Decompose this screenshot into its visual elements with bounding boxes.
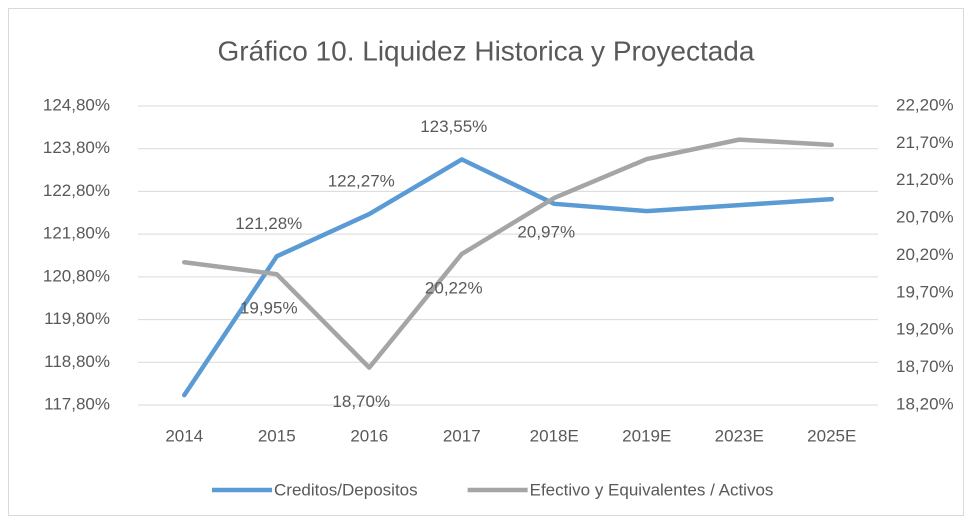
y2-tick-label: 18,70% xyxy=(896,357,954,376)
series-line xyxy=(182,157,834,398)
x-tick-label: 2025E xyxy=(807,426,856,445)
data-label: 123,55% xyxy=(420,117,487,136)
data-label: 20,22% xyxy=(425,278,483,297)
x-tick-label: 2014 xyxy=(165,426,203,445)
data-label: 18,70% xyxy=(332,392,390,411)
data-label: 19,95% xyxy=(240,299,298,318)
data-label: 121,28% xyxy=(235,214,302,233)
chart-title: Gráfico 10. Liquidez Historica y Proyect… xyxy=(218,35,755,66)
y2-tick-label: 21,20% xyxy=(896,170,954,189)
y-tick-label: 117,80% xyxy=(44,394,110,413)
legend-label: Efectivo y Equivalentes / Activos xyxy=(530,480,774,499)
y2-tick-label: 20,20% xyxy=(896,245,954,264)
y2-tick-label: 19,20% xyxy=(896,320,954,339)
x-tick-label: 2018E xyxy=(530,426,579,445)
y2-tick-label: 18,20% xyxy=(896,394,954,413)
chart-frame xyxy=(8,8,964,516)
x-tick-label: 2015 xyxy=(258,426,296,445)
y-tick-label: 122,80% xyxy=(43,181,110,200)
y2-tick-label: 21,70% xyxy=(896,133,954,152)
y-tick-label: 123,80% xyxy=(43,138,110,157)
series-line xyxy=(182,137,834,370)
y2-tick-label: 22,20% xyxy=(896,95,954,114)
data-label: 122,27% xyxy=(328,172,395,191)
y-tick-label: 120,80% xyxy=(43,266,110,285)
x-tick-label: 2023E xyxy=(715,426,764,445)
y2-tick-label: 19,70% xyxy=(896,282,954,301)
y2-tick-label: 20,70% xyxy=(896,208,954,227)
y-tick-label: 121,80% xyxy=(43,224,110,243)
x-tick-label: 2017 xyxy=(443,426,481,445)
x-tick-label: 2019E xyxy=(622,426,671,445)
data-label: 20,97% xyxy=(517,222,575,241)
y-tick-label: 118,80% xyxy=(44,352,110,371)
y-tick-label: 119,80% xyxy=(44,309,110,328)
x-tick-label: 2016 xyxy=(350,426,388,445)
legend-label: Creditos/Depositos xyxy=(274,480,418,499)
y-tick-label: 124,80% xyxy=(43,95,110,114)
